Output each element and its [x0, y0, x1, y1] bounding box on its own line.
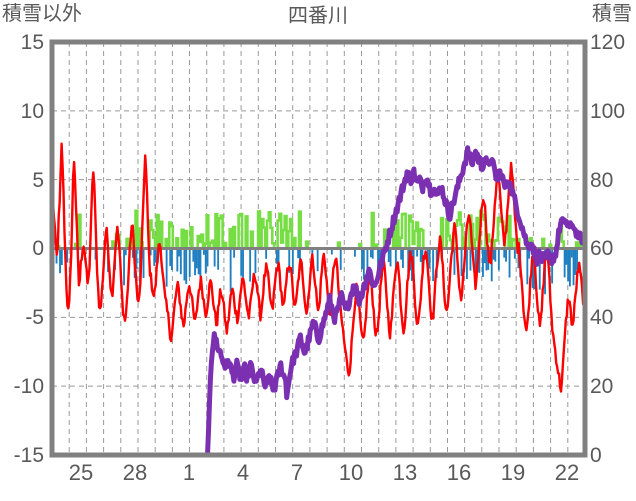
- y-right-tick-4: 40: [590, 306, 614, 329]
- left-axis-title: 積雪以外: [2, 3, 82, 25]
- snow-depth-line: [50, 145, 588, 458]
- x-tick-9: 22: [554, 460, 580, 485]
- y-left-tick-6: -15: [13, 444, 44, 467]
- y-left-tick-3: 0: [32, 237, 44, 260]
- y-left-tick-2: 5: [32, 169, 44, 192]
- x-tick-8: 19: [500, 460, 526, 485]
- y-right-tick-2: 80: [590, 169, 614, 192]
- x-tick-5: 10: [338, 460, 364, 485]
- y-right-tick-0: 120: [590, 31, 626, 54]
- right-axis-title: 積雪: [592, 3, 632, 25]
- x-tick-6: 13: [392, 460, 418, 485]
- x-tick-1: 28: [122, 460, 148, 485]
- y-right-tick-1: 100: [590, 100, 626, 123]
- y-right-tick-5: 20: [590, 375, 614, 398]
- chart-title: 四番川: [288, 5, 348, 27]
- x-tick-2: 1: [182, 460, 196, 485]
- x-tick-0: 25: [68, 460, 94, 485]
- y-left-tick-4: -5: [25, 306, 44, 329]
- temperature-line: [50, 142, 587, 393]
- x-tick-4: 7: [290, 460, 304, 485]
- plot-frame: [49, 39, 588, 458]
- x-tick-3: 4: [236, 460, 250, 485]
- x-tick-7: 16: [446, 460, 472, 485]
- y-right-tick-6: 0: [590, 444, 602, 467]
- y-left-tick-0: 15: [20, 31, 44, 54]
- y-left-tick-5: -10: [13, 375, 44, 398]
- y-right-tick-3: 60: [590, 237, 614, 260]
- y-left-tick-1: 10: [20, 100, 44, 123]
